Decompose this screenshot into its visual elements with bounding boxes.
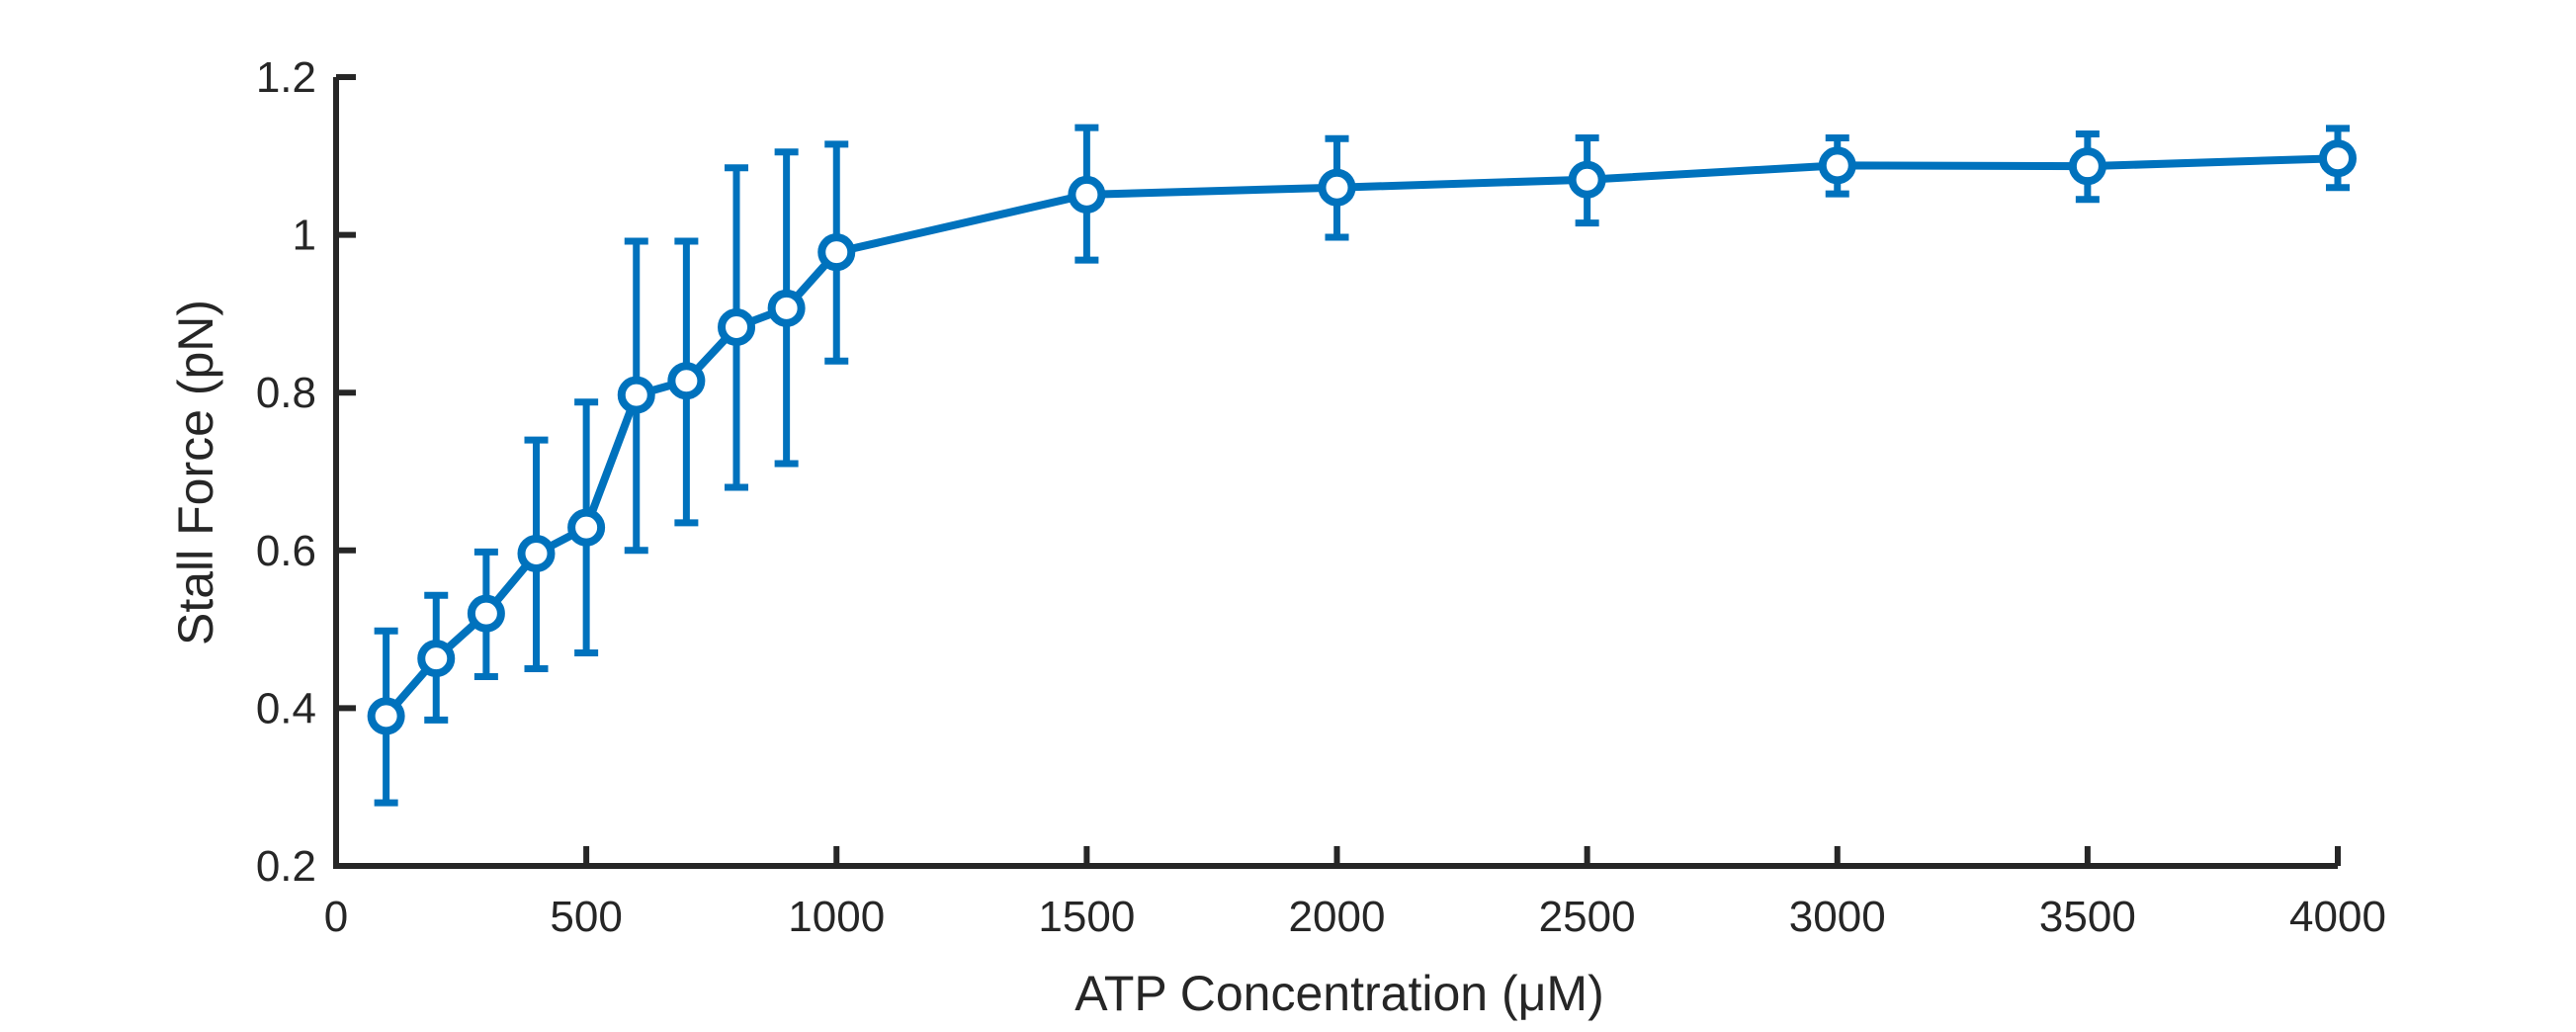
y-tick-label: 0.2	[256, 842, 316, 891]
x-tick-label: 2500	[1539, 893, 1636, 941]
y-tick-label: 0.8	[256, 369, 316, 417]
y-tick-label: 1	[293, 212, 316, 260]
data-point	[718, 307, 755, 346]
data-point	[617, 376, 655, 414]
data-point	[1318, 168, 1356, 207]
y-tick-label: 0.4	[256, 684, 316, 732]
axes: 0 500 1000 1500 2000 2500 3000 3500 4000 0.2 0.4 0.…	[256, 53, 2386, 941]
data-point	[817, 233, 856, 272]
x-axis-title: ATP Concentration (μM)	[1074, 966, 1603, 1021]
data-point	[2068, 147, 2106, 186]
x-tick-label: 4000	[2289, 893, 2386, 941]
data-point	[1068, 175, 1106, 214]
data-point	[517, 534, 556, 572]
series-line	[383, 154, 2339, 720]
x-tick-label: 0	[324, 893, 348, 941]
data-point	[467, 594, 505, 633]
y-axis-title: Stall Force (pN)	[168, 300, 223, 645]
data-point	[2319, 139, 2357, 178]
data-point	[367, 697, 405, 735]
data-point	[667, 362, 706, 400]
x-tick-label: 500	[550, 893, 622, 941]
x-tick-label: 1000	[788, 893, 885, 941]
data-point	[767, 289, 806, 327]
x-tick-label: 3000	[1789, 893, 1886, 941]
data-point	[1818, 146, 1856, 185]
data-point	[1568, 160, 1606, 199]
series	[383, 154, 2339, 720]
y-tick-label: 0.6	[256, 527, 316, 575]
x-tick-label: 2000	[1289, 893, 1386, 941]
x-tick-label: 3500	[2039, 893, 2136, 941]
data-point	[417, 640, 456, 678]
y-tick-label: 1.2	[256, 53, 316, 102]
x-tick-label: 1500	[1038, 893, 1135, 941]
data-point	[567, 508, 606, 547]
markers	[367, 139, 2357, 735]
